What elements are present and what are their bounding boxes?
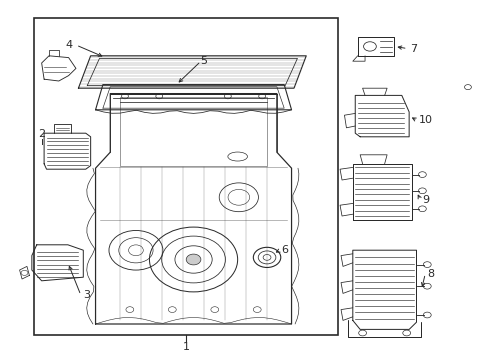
Text: 9: 9 [422,195,430,205]
Text: 4: 4 [65,40,72,50]
Bar [120,97,267,166]
Text: 6: 6 [282,245,289,255]
Text: 8: 8 [427,269,435,279]
Text: 1: 1 [183,342,190,352]
Text: 10: 10 [419,115,433,125]
Text: 7: 7 [410,44,417,54]
Circle shape [186,254,201,265]
Text: 5: 5 [200,56,207,66]
Text: 3: 3 [83,290,90,300]
Text: 2: 2 [38,129,45,139]
Bar [34,18,338,335]
